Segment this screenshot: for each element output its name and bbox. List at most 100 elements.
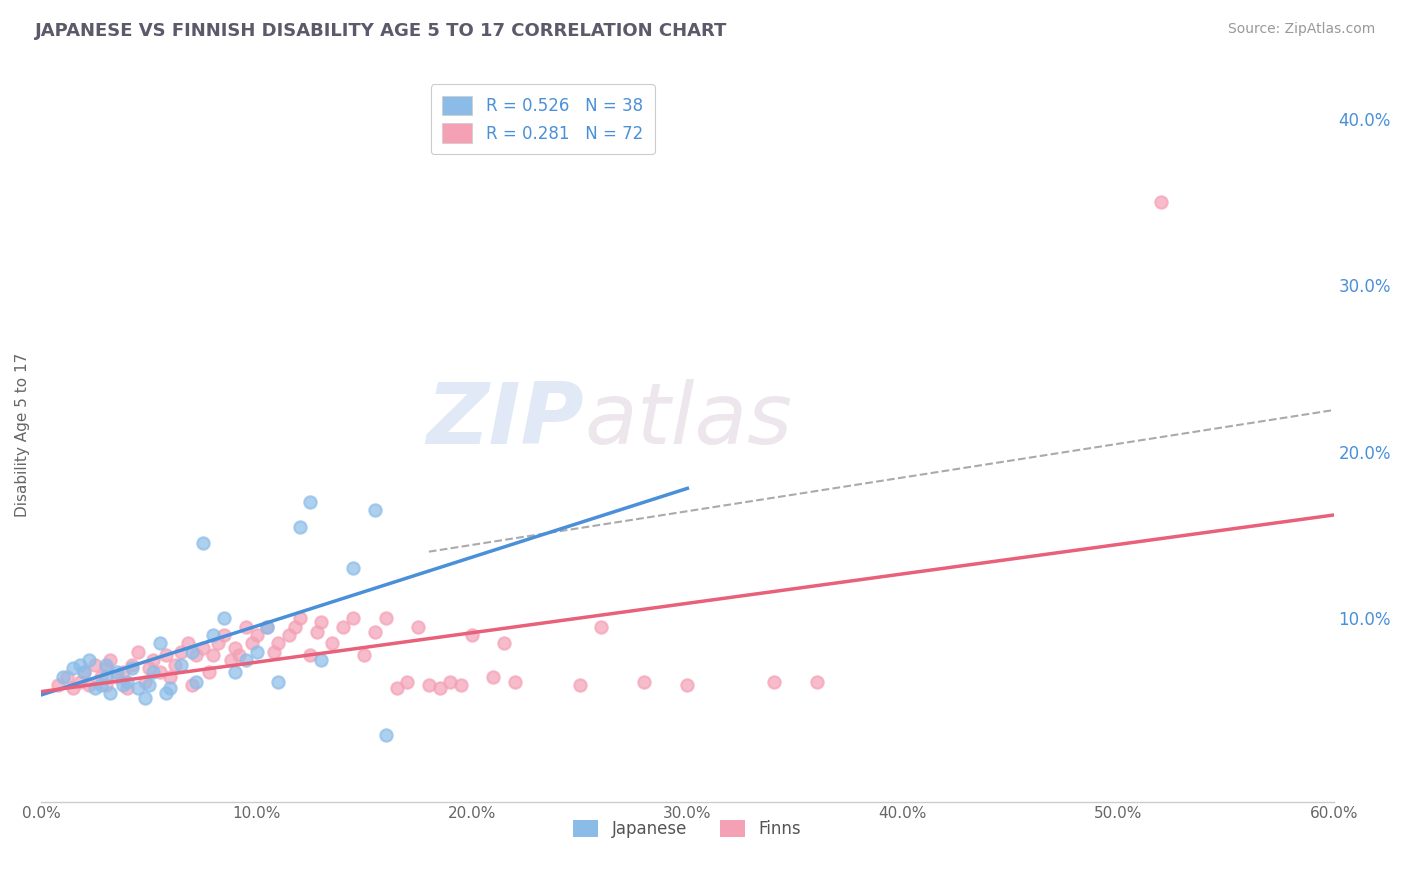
Point <box>235 620 257 634</box>
Point <box>418 678 440 692</box>
Point <box>256 620 278 634</box>
Point <box>245 645 267 659</box>
Point <box>364 624 387 639</box>
Text: atlas: atlas <box>583 379 792 462</box>
Point <box>142 653 165 667</box>
Point <box>385 681 408 696</box>
Point <box>84 657 107 672</box>
Point <box>127 645 149 659</box>
Text: JAPANESE VS FINNISH DISABILITY AGE 5 TO 17 CORRELATION CHART: JAPANESE VS FINNISH DISABILITY AGE 5 TO … <box>35 22 727 40</box>
Point <box>117 674 139 689</box>
Point <box>77 678 100 692</box>
Point <box>69 657 91 672</box>
Point <box>191 641 214 656</box>
Point <box>212 611 235 625</box>
Text: ZIP: ZIP <box>426 379 583 462</box>
Point <box>364 503 387 517</box>
Point <box>240 636 263 650</box>
Point <box>633 674 655 689</box>
Point <box>494 636 516 650</box>
Point <box>111 678 134 692</box>
Point <box>98 686 121 700</box>
Point <box>309 653 332 667</box>
Point <box>202 648 225 662</box>
Point <box>105 670 128 684</box>
Point <box>198 665 221 679</box>
Point <box>138 661 160 675</box>
Point <box>121 661 143 675</box>
Point <box>62 681 84 696</box>
Point <box>288 611 311 625</box>
Point <box>62 661 84 675</box>
Point <box>186 648 208 662</box>
Point <box>73 665 96 679</box>
Point <box>159 670 181 684</box>
Point <box>342 561 364 575</box>
Point <box>374 728 396 742</box>
Point <box>202 628 225 642</box>
Point <box>374 611 396 625</box>
Point <box>52 670 75 684</box>
Y-axis label: Disability Age 5 to 17: Disability Age 5 to 17 <box>15 353 30 517</box>
Point <box>142 665 165 679</box>
Point <box>180 645 202 659</box>
Point <box>170 657 193 672</box>
Point <box>299 494 322 508</box>
Point <box>277 628 299 642</box>
Point <box>676 678 699 692</box>
Point <box>224 665 246 679</box>
Point <box>94 670 117 684</box>
Point <box>806 674 828 689</box>
Point <box>429 681 451 696</box>
Point <box>159 681 181 696</box>
Point <box>170 645 193 659</box>
Point <box>90 678 112 692</box>
Point <box>342 611 364 625</box>
Text: Source: ZipAtlas.com: Source: ZipAtlas.com <box>1227 22 1375 37</box>
Point <box>482 670 505 684</box>
Point <box>191 536 214 550</box>
Point <box>396 674 419 689</box>
Point <box>219 653 242 667</box>
Point <box>127 681 149 696</box>
Point <box>263 645 285 659</box>
Point <box>353 648 375 662</box>
Point <box>149 636 172 650</box>
Point <box>155 686 177 700</box>
Point <box>176 636 198 650</box>
Point <box>73 665 96 679</box>
Point <box>77 653 100 667</box>
Point <box>256 620 278 634</box>
Point <box>284 620 307 634</box>
Point <box>105 665 128 679</box>
Point <box>163 657 186 672</box>
Point <box>46 678 69 692</box>
Point <box>121 657 143 672</box>
Point <box>90 670 112 684</box>
Point <box>117 681 139 696</box>
Point <box>439 674 461 689</box>
Point <box>235 653 257 667</box>
Point <box>299 648 322 662</box>
Point <box>309 615 332 629</box>
Point <box>332 620 354 634</box>
Point <box>212 628 235 642</box>
Point <box>321 636 343 650</box>
Point <box>1150 194 1173 209</box>
Point <box>207 636 229 650</box>
Point <box>186 674 208 689</box>
Point <box>503 674 526 689</box>
Point <box>69 674 91 689</box>
Point <box>228 648 250 662</box>
Point <box>134 691 156 706</box>
Point <box>138 678 160 692</box>
Point <box>155 648 177 662</box>
Point <box>267 636 290 650</box>
Point <box>149 665 172 679</box>
Point <box>591 620 613 634</box>
Point <box>56 670 79 684</box>
Point <box>288 519 311 533</box>
Point <box>180 678 202 692</box>
Point <box>111 665 134 679</box>
Point <box>406 620 429 634</box>
